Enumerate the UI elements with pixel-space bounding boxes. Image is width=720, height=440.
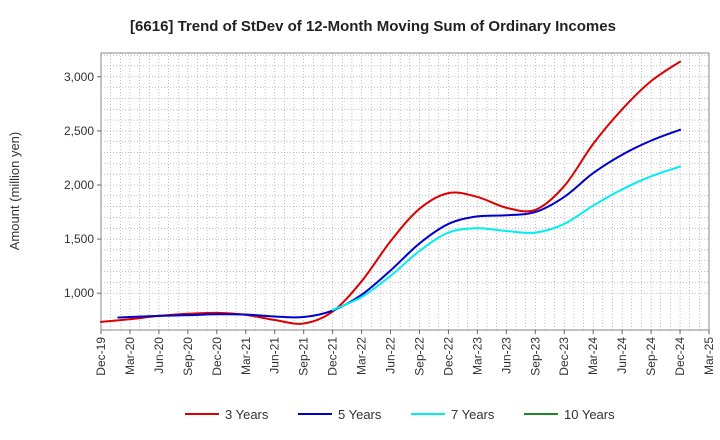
x-tick-label: Mar-20 xyxy=(123,337,137,375)
x-tick-label: Jun-20 xyxy=(152,337,166,374)
y-axis-label: Amount (million yen) xyxy=(7,132,22,251)
y-tick-label: 3,000 xyxy=(64,70,94,84)
legend-label-5-years: 5 Years xyxy=(338,407,382,422)
x-tick-label: Dec-24 xyxy=(673,337,687,376)
x-tick-label: Mar-22 xyxy=(355,337,369,375)
x-tick-label: Mar-25 xyxy=(702,337,716,375)
legend-label-3-years: 3 Years xyxy=(225,407,269,422)
y-tick-label: 2,000 xyxy=(64,178,94,192)
x-tick-label: Sep-21 xyxy=(297,337,311,376)
x-tick-label: Dec-19 xyxy=(94,337,108,376)
chart-title: [6616] Trend of StDev of 12-Month Moving… xyxy=(130,18,616,35)
series-lines xyxy=(100,60,682,325)
x-tick-label: Mar-23 xyxy=(470,337,484,375)
x-tick-label: Dec-20 xyxy=(210,337,224,376)
x-tick-label: Sep-24 xyxy=(644,337,658,376)
x-tick-label: Jun-24 xyxy=(615,337,629,374)
x-tick-label: Jun-23 xyxy=(499,337,513,374)
x-tick-label: Dec-23 xyxy=(557,337,571,376)
x-tick-label: Mar-24 xyxy=(586,337,600,375)
y-tick-label: 2,500 xyxy=(64,124,94,138)
x-tick-label: Jun-21 xyxy=(268,337,282,374)
series-line-5-years xyxy=(117,128,682,319)
y-tick-label: 1,500 xyxy=(64,232,94,246)
x-tick-label: Dec-22 xyxy=(441,337,455,376)
series-line-3-years xyxy=(100,60,682,325)
y-tick-label: 1,000 xyxy=(64,286,94,300)
x-tick-label: Sep-23 xyxy=(528,337,542,376)
x-tick-label: Sep-22 xyxy=(412,337,426,376)
x-tick-label: Mar-21 xyxy=(239,337,253,375)
x-tick-label: Jun-22 xyxy=(384,337,398,374)
legend: 3 Years 5 Years 7 Years 10 Years xyxy=(185,407,615,422)
plot-frame xyxy=(100,52,710,331)
legend-label-10-years: 10 Years xyxy=(564,407,615,422)
legend-label-7-years: 7 Years xyxy=(451,407,495,422)
series-line-7-years xyxy=(331,165,682,311)
y-axis-ticks: 1,000 1,500 2,000 2,500 3,000 xyxy=(64,70,101,300)
grid xyxy=(100,53,709,330)
x-tick-label: Sep-20 xyxy=(181,337,195,376)
x-tick-label: Dec-21 xyxy=(326,337,340,376)
x-axis-ticks: Dec-19 Mar-20 Jun-20 Sep-20 Dec-20 Mar-21 Jun-… xyxy=(94,330,716,376)
